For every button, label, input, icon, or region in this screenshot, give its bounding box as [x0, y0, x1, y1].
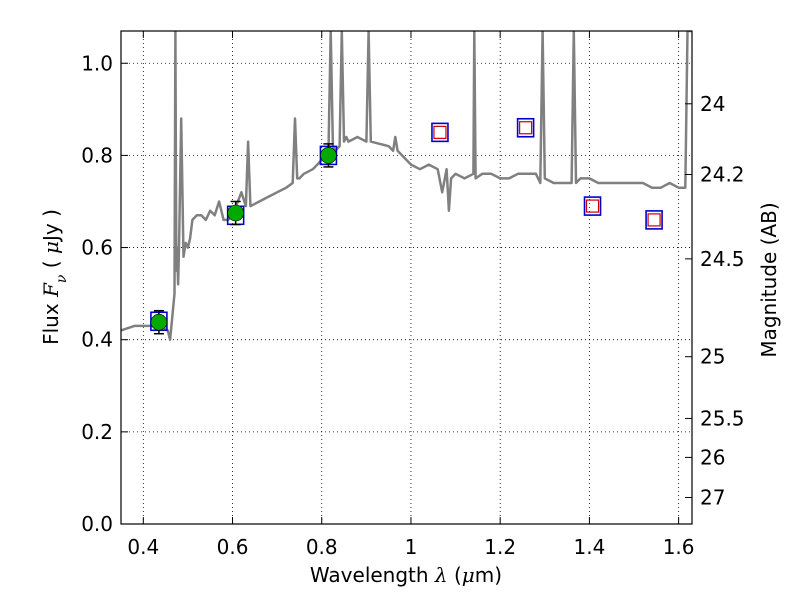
y-axis-label: Flux Fν ( μJy ): [39, 209, 70, 345]
mag-tick-label: 25.5: [700, 406, 745, 430]
observed-point: [150, 313, 168, 331]
x-tick-label: 1.6: [663, 535, 695, 559]
y-tick-label: 1.0: [81, 51, 113, 75]
observed-point: [227, 204, 244, 222]
predicted-flux-box: [647, 213, 661, 227]
y-tick-label: 0.6: [81, 236, 113, 260]
plot-frame: [120, 30, 693, 525]
mag-tick-label: 24.5: [700, 247, 745, 271]
x-tick-label: 1: [405, 535, 418, 559]
predicted-flux-box: [433, 125, 447, 139]
y2-axis-label: Magnitude (AB): [757, 202, 781, 357]
model-flux-box: [516, 117, 535, 138]
predicted-flux-box: [585, 199, 600, 213]
observed-point: [320, 147, 337, 164]
spectrum-line: [121, 31, 692, 341]
x-tick-label: 1.2: [484, 535, 516, 559]
y-tick-label: 0.8: [81, 143, 113, 167]
x-tick-label: 0.8: [306, 535, 338, 559]
mag-tick-label: 26: [700, 445, 725, 469]
grid-lines: [121, 31, 692, 525]
y-tick-label: 0.0: [81, 512, 113, 536]
mag-tick-label: 25: [700, 345, 725, 369]
x-tick-label: 1.4: [573, 535, 605, 559]
predicted-flux-box: [519, 121, 533, 135]
x-tick-label: 0.4: [127, 535, 159, 559]
y-tick-label: 0.2: [81, 420, 113, 444]
x-axis-label: Wavelength λ (μm): [310, 563, 502, 587]
data-area: [121, 31, 692, 341]
model-flux-box: [645, 210, 663, 230]
mag-tick-label: 24.2: [700, 162, 745, 186]
x-tick-label: 0.6: [217, 535, 249, 559]
mag-tick-label: 24: [700, 92, 725, 116]
y-tick-label: 0.4: [81, 328, 113, 352]
model-flux-box: [583, 196, 602, 216]
model-flux-box: [431, 122, 449, 143]
axis-ticks: 0.4 0.6 0.8 1 1.2 1.4 1.6 0.0 0.2 0.4 0.6 0.8 1.0 24 2…: [81, 31, 745, 559]
mag-tick-label: 27: [700, 485, 725, 509]
